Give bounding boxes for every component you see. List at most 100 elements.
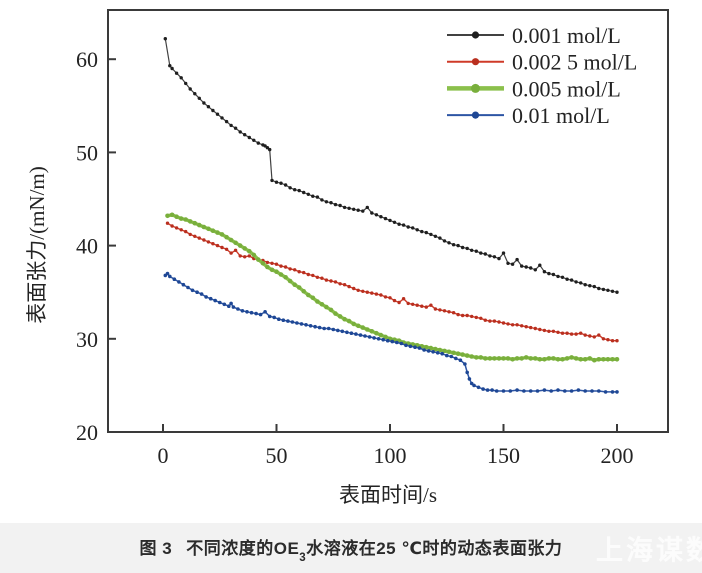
data-point	[178, 216, 184, 221]
data-point	[369, 329, 375, 334]
data-point	[472, 383, 476, 388]
data-point	[165, 271, 170, 276]
data-point	[479, 251, 483, 255]
data-point	[564, 356, 570, 361]
data-point	[269, 267, 275, 273]
data-point	[433, 307, 438, 311]
data-point	[168, 63, 172, 68]
data-point	[505, 356, 511, 361]
data-point	[233, 126, 238, 130]
data-point	[222, 302, 227, 307]
data-point	[315, 195, 320, 199]
data-point	[560, 275, 565, 279]
data-point	[460, 313, 465, 318]
data-point	[297, 270, 301, 274]
data-point	[195, 290, 199, 295]
data-point	[569, 332, 574, 336]
data-point	[515, 388, 519, 392]
data-point	[424, 305, 428, 309]
data-point	[492, 356, 497, 361]
data-point	[242, 246, 247, 251]
data-point	[181, 282, 186, 287]
data-point	[210, 228, 216, 233]
data-point	[576, 388, 581, 392]
data-point	[179, 76, 183, 80]
data-point	[211, 242, 215, 246]
legend-label: 0.001 mol/L	[512, 23, 621, 48]
data-point	[510, 357, 515, 362]
data-point	[352, 286, 356, 291]
data-point	[415, 228, 419, 232]
data-point	[372, 336, 376, 340]
data-point	[488, 254, 492, 258]
data-point	[370, 291, 374, 295]
data-point	[367, 335, 372, 339]
y-tick-label: 50	[76, 140, 98, 165]
data-point	[317, 325, 322, 330]
data-point	[345, 330, 349, 335]
data-point	[324, 200, 329, 204]
data-point	[569, 355, 574, 360]
legend-label: 0.005 mol/L	[512, 76, 621, 101]
data-point	[233, 248, 238, 252]
data-point	[356, 208, 360, 212]
data-point	[488, 319, 492, 323]
data-point	[247, 248, 252, 254]
data-point	[563, 389, 567, 393]
data-point	[237, 243, 243, 248]
data-point	[519, 356, 524, 361]
data-point	[408, 344, 413, 349]
series-1	[163, 37, 619, 294]
data-point	[438, 308, 442, 312]
data-point	[565, 331, 569, 335]
data-point	[404, 343, 408, 348]
data-point	[494, 389, 499, 393]
data-point	[179, 228, 183, 232]
data-point	[306, 192, 310, 196]
data-point	[574, 280, 578, 284]
data-point	[360, 325, 366, 330]
data-point	[422, 348, 426, 352]
data-point	[538, 263, 542, 267]
data-point	[506, 261, 510, 265]
data-point	[547, 329, 551, 333]
data-point	[424, 230, 428, 235]
data-point	[406, 301, 410, 306]
data-point	[429, 232, 433, 237]
data-point	[301, 289, 307, 294]
data-point	[374, 213, 379, 217]
data-point	[551, 356, 556, 361]
data-point	[279, 181, 283, 185]
data-point	[197, 222, 202, 228]
data-point	[411, 302, 415, 306]
data-point	[363, 334, 367, 338]
data-point	[329, 201, 333, 205]
data-point	[320, 276, 324, 280]
data-point	[492, 319, 497, 323]
data-point	[227, 304, 231, 309]
data-point	[592, 357, 597, 363]
data-point	[610, 357, 615, 362]
data-point	[374, 330, 379, 336]
data-point	[270, 178, 274, 183]
data-point	[365, 327, 370, 332]
data-point	[451, 350, 456, 356]
data-point	[606, 338, 610, 342]
data-point	[277, 317, 281, 322]
data-point	[542, 357, 547, 362]
data-point	[497, 256, 501, 261]
data-point	[229, 123, 233, 128]
data-point	[306, 292, 311, 298]
data-point	[240, 309, 245, 313]
y-tick-label: 30	[76, 327, 98, 352]
data-point	[202, 238, 206, 242]
series-2	[165, 221, 619, 343]
data-point	[565, 277, 569, 281]
data-point	[520, 324, 524, 328]
data-point	[187, 219, 193, 224]
legend-label: 0.002 5 mol/L	[512, 50, 637, 75]
data-point	[442, 239, 447, 243]
data-point	[296, 285, 302, 290]
data-point	[302, 190, 306, 195]
